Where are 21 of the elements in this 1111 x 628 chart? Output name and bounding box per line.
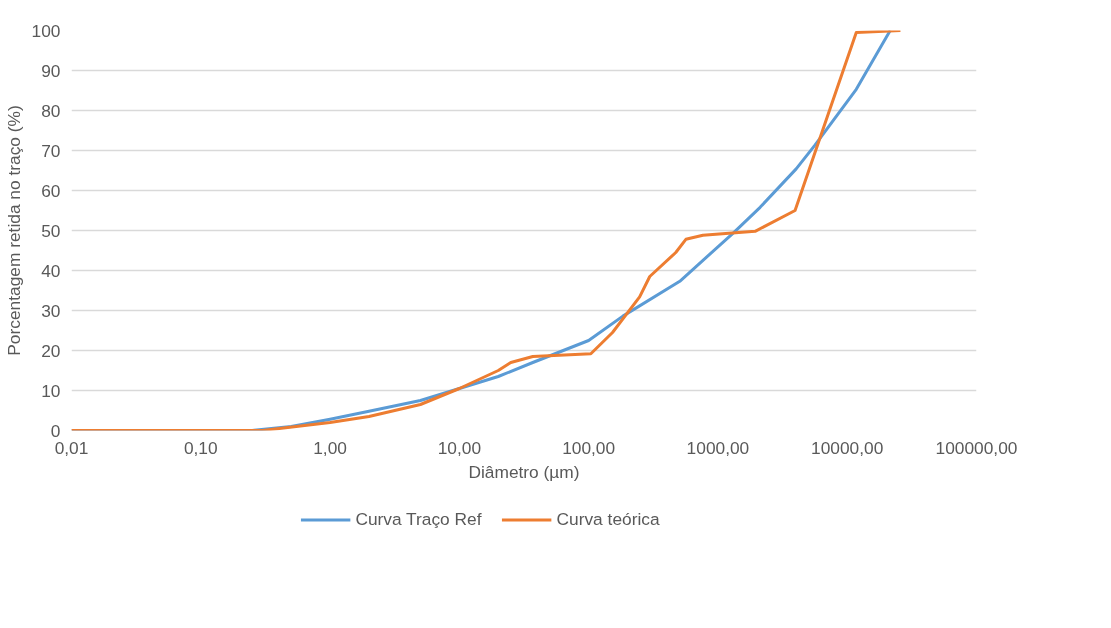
x-tick-label: 10000,00 bbox=[811, 437, 884, 458]
x-tick-label: 10,00 bbox=[437, 437, 482, 458]
y-tick-label: 10 bbox=[41, 380, 61, 401]
x-tick-label: 1,00 bbox=[313, 437, 347, 458]
y-tick-label: 70 bbox=[41, 140, 61, 161]
legend-label: Curva teórica bbox=[556, 508, 660, 530]
x-tick-label: 100000,00 bbox=[935, 437, 1018, 458]
y-tick-label: 40 bbox=[41, 260, 61, 281]
y-tick-label: 50 bbox=[41, 220, 61, 241]
x-axis-title: Diâmetro (µm) bbox=[468, 461, 580, 482]
y-tick-label: 80 bbox=[41, 100, 61, 121]
y-tick-label: 90 bbox=[41, 60, 61, 81]
y-tick-label: 100 bbox=[31, 20, 61, 41]
y-tick-label: 30 bbox=[41, 300, 61, 321]
x-tick-label: 1000,00 bbox=[686, 437, 750, 458]
x-tick-label: 100,00 bbox=[562, 437, 616, 458]
y-tick-label: 20 bbox=[41, 340, 61, 361]
x-tick-label: 0,10 bbox=[183, 437, 218, 458]
y-axis-title: Porcentagem retida no traço (%) bbox=[3, 105, 24, 356]
y-tick-label: 60 bbox=[41, 180, 61, 201]
legend-label: Curva Traço Ref bbox=[355, 508, 482, 530]
